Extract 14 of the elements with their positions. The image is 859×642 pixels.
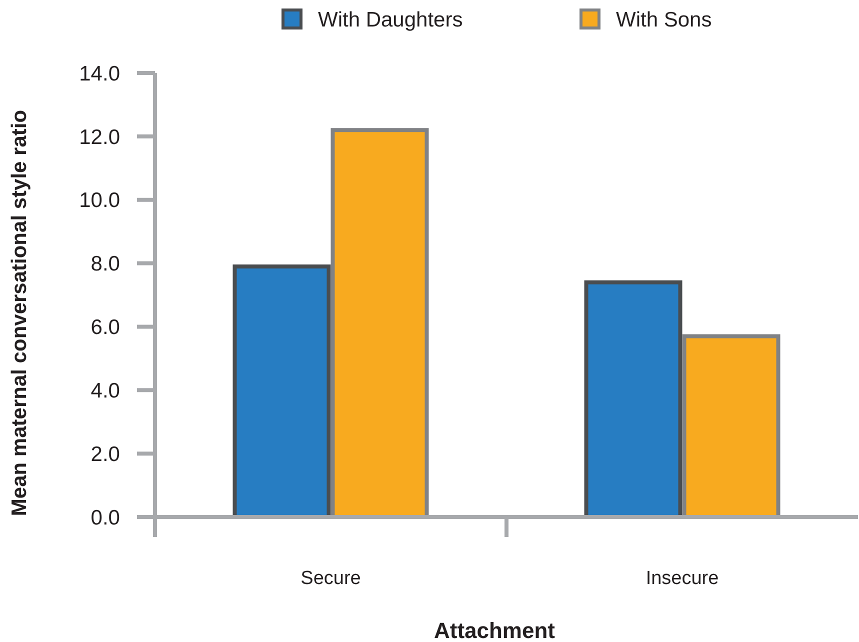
y-tick-label: 0.0 (90, 506, 120, 530)
y-tick-label: 4.0 (90, 379, 120, 402)
legend-label: With Daughters (318, 8, 463, 32)
y-tick-label: 12.0 (79, 126, 120, 149)
x-tick-label: Insecure (646, 568, 719, 589)
x-axis-title: Attachment (434, 618, 556, 642)
x-tick-label: Secure (300, 568, 361, 589)
y-axis-title: Mean maternal conversational style ratio (8, 110, 31, 516)
y-tick-label: 10.0 (79, 189, 120, 212)
y-tick-label: 2.0 (90, 442, 120, 466)
y-tick-label: 14.0 (79, 62, 120, 86)
legend-label: With Sons (616, 8, 712, 32)
y-tick-label: 6.0 (90, 316, 120, 340)
y-tick-label: 8.0 (90, 252, 120, 276)
